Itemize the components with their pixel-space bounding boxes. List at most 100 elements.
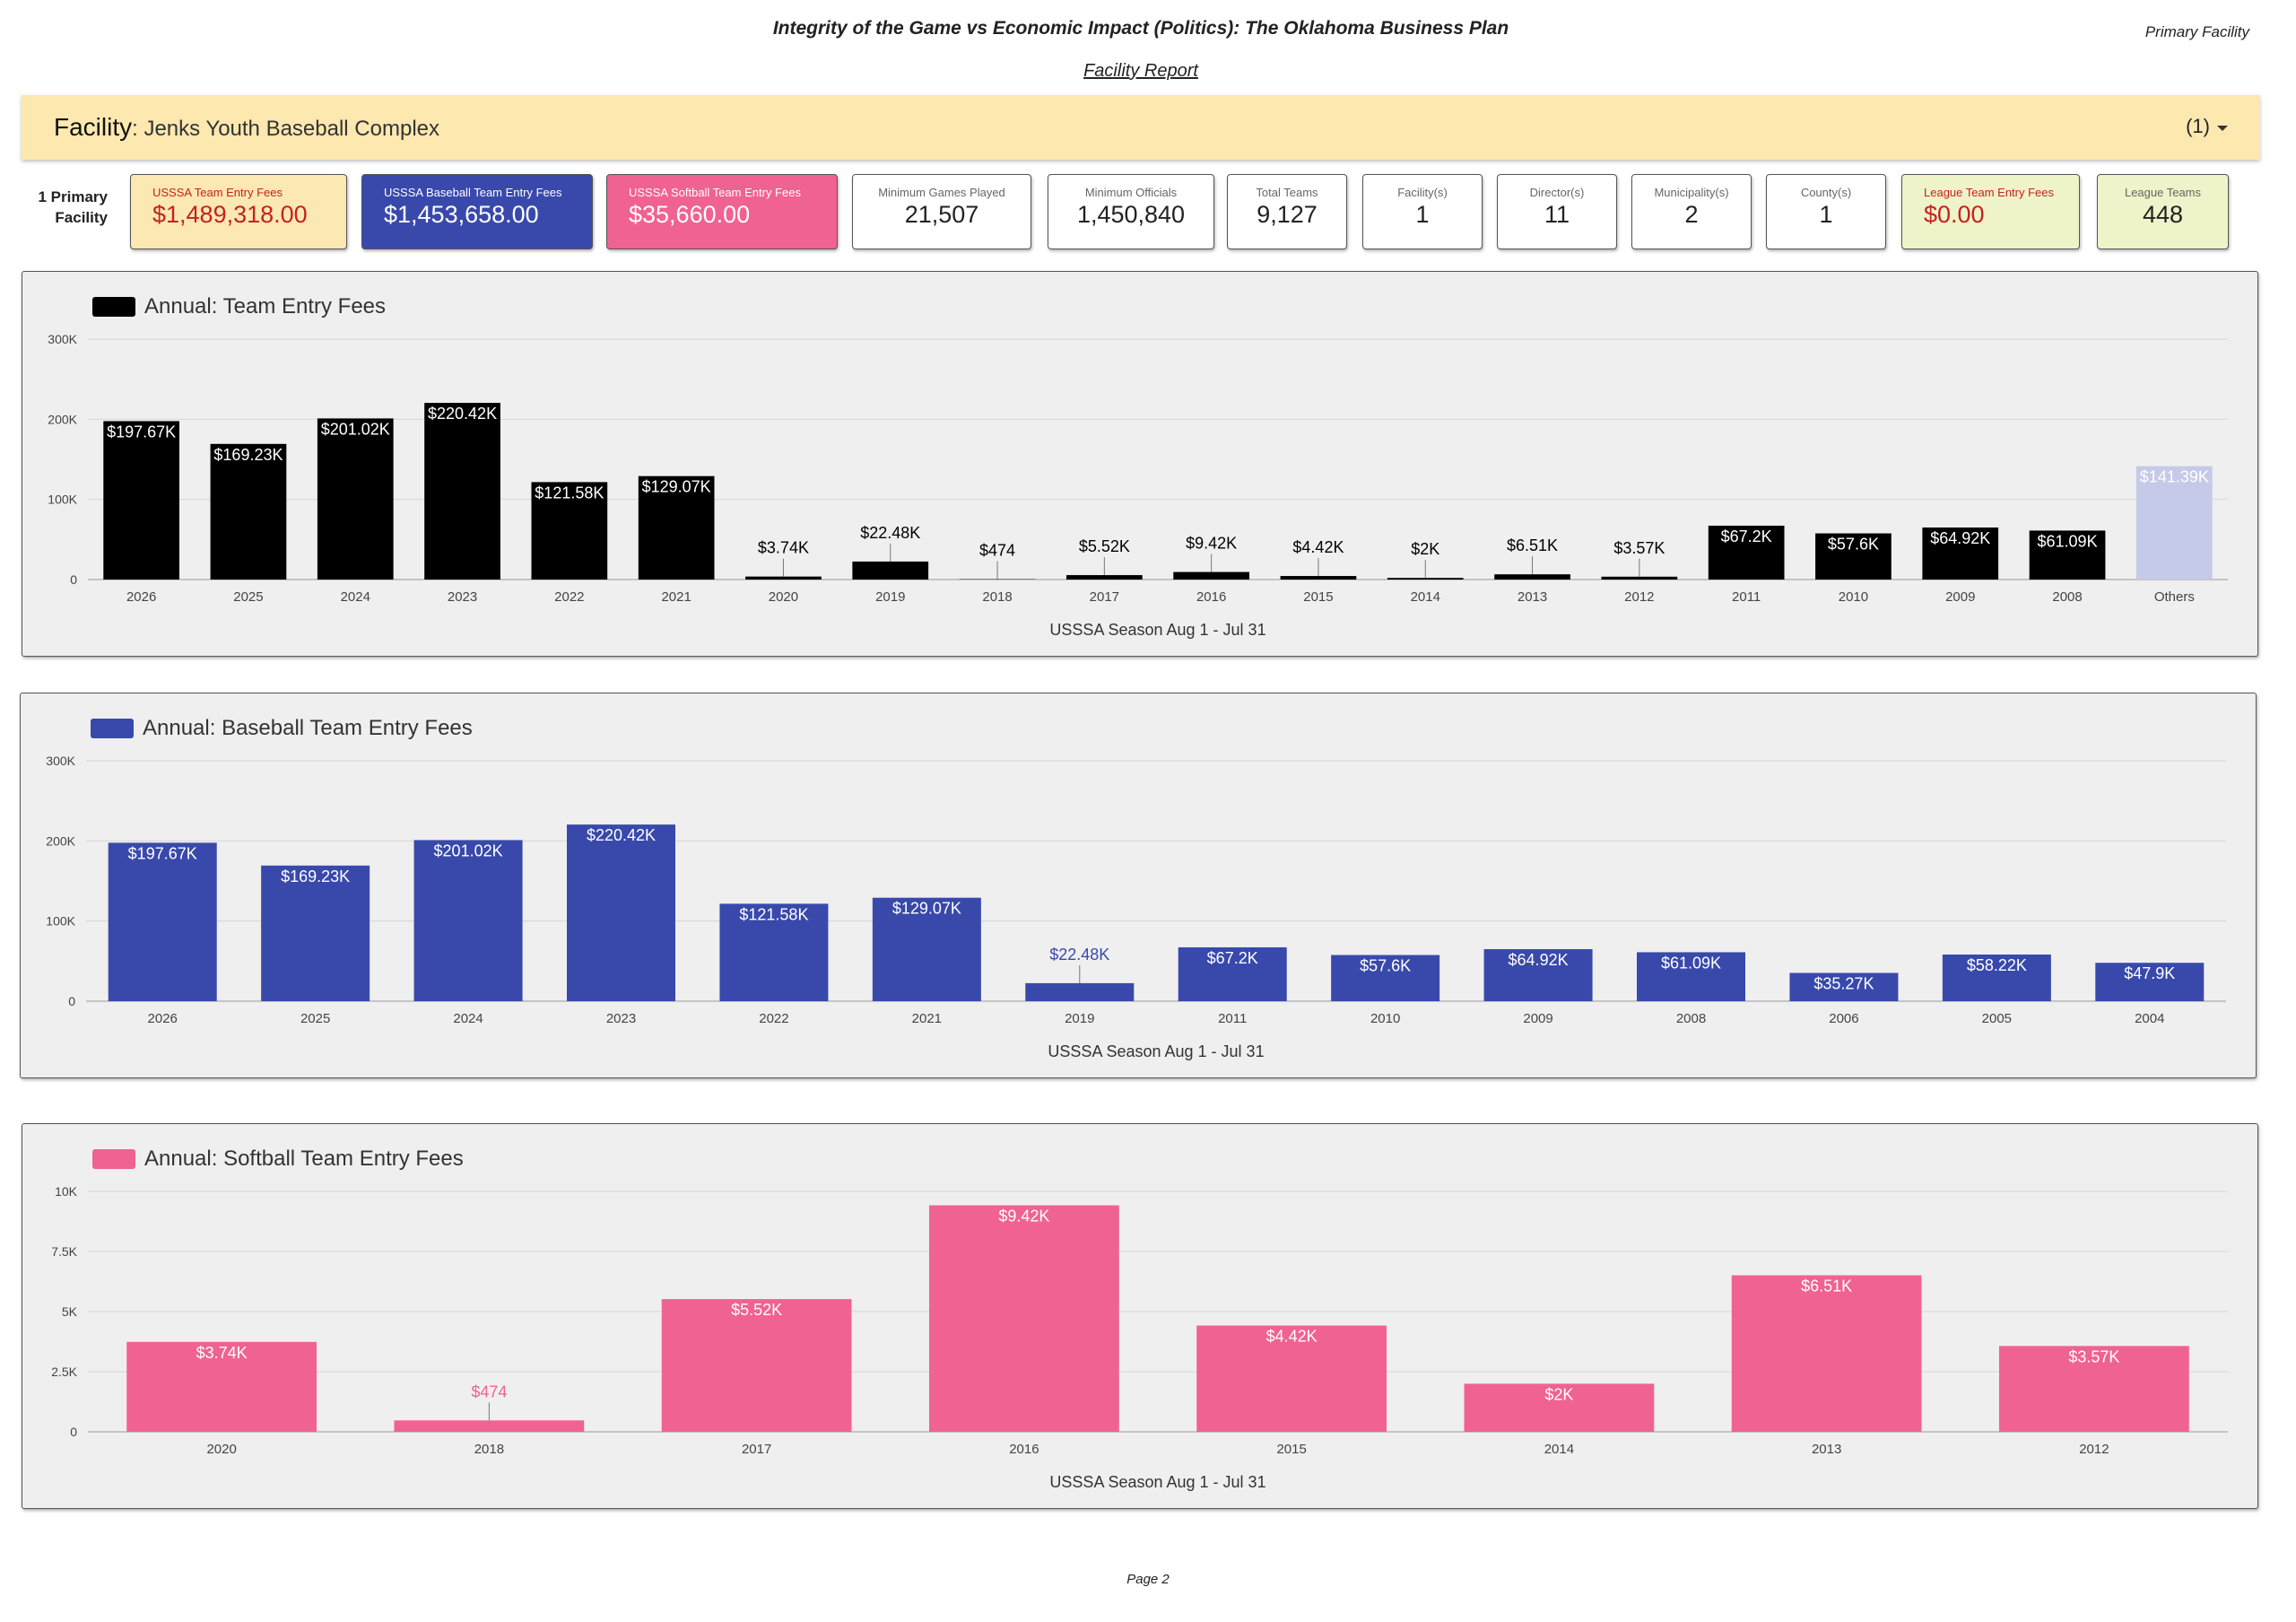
value-label: $57.6K	[1828, 536, 1879, 554]
x-tick-label: 2024	[341, 589, 370, 605]
value-label: $64.92K	[1930, 529, 1990, 547]
bar	[103, 421, 180, 580]
bar	[1942, 954, 2051, 1001]
value-label: $2K	[1544, 1385, 1573, 1403]
x-tick-label: 2021	[912, 1011, 942, 1026]
x-tick-label: 2004	[2135, 1011, 2164, 1026]
y-tick-label: 2.5K	[51, 1365, 77, 1379]
kpi-card: USSSA Baseball Team Entry Fees $1,453,658…	[361, 174, 593, 249]
kpi-card: Facility(s) 1	[1362, 174, 1483, 249]
bar	[1483, 949, 1593, 1001]
bar	[1196, 1325, 1387, 1432]
bar	[1636, 952, 1746, 1001]
bar	[210, 443, 287, 580]
bar	[1173, 571, 1250, 580]
bar	[413, 840, 523, 1001]
value-label: $121.58K	[535, 484, 604, 501]
chart: 0 100K 200K 300K Annual: Baseball Team Entry…	[46, 716, 2226, 1060]
bar	[661, 1299, 852, 1432]
x-tick-label: 2020	[769, 589, 798, 605]
bar	[1025, 982, 1135, 1001]
value-label: $474	[979, 542, 1015, 560]
value-label: $2K	[1411, 540, 1439, 558]
x-tick-label: 2013	[1518, 589, 1547, 605]
value-label: $197.67K	[107, 423, 176, 440]
x-tick-label: 2012	[1624, 589, 1654, 605]
x-tick-label: 2015	[1276, 1442, 1306, 1457]
value-label: $6.51K	[1801, 1278, 1852, 1295]
kpi-card: League Teams 448	[2097, 174, 2229, 249]
value-label: $67.2K	[1721, 528, 1772, 545]
x-axis-label: USSSA Season Aug 1 - Jul 31	[1049, 1473, 1265, 1491]
kpi-label: Minimum Officials	[1084, 186, 1178, 199]
kpi-label: USSSA Team Entry Fees	[152, 186, 283, 199]
x-tick-label: 2006	[1829, 1011, 1858, 1026]
x-tick-label: 2026	[148, 1011, 178, 1026]
value-label: $169.23K	[281, 868, 350, 885]
report-subtitle: Facility Report	[1083, 61, 1198, 81]
bar	[424, 403, 500, 580]
value-label: $3.57K	[2068, 1347, 2119, 1365]
kpi-card: Minimum Games Played 21,507	[852, 174, 1031, 249]
value-label: $47.9K	[2124, 964, 2175, 982]
bar	[1708, 525, 1785, 580]
x-tick-label: 2016	[1009, 1442, 1039, 1457]
chart-panel: 0 100K 200K 300K Annual: Team Entry Fees 2026…	[22, 271, 2258, 657]
x-axis-label: USSSA Season Aug 1 - Jul 31	[1048, 1042, 1264, 1060]
kpi-label: Municipality(s)	[1654, 186, 1729, 199]
value-label: $5.52K	[731, 1301, 782, 1319]
y-tick-label: 0	[68, 994, 75, 1008]
kpi-value: 9,127	[1257, 201, 1318, 228]
bar	[1280, 576, 1357, 580]
legend-label: Annual: Team Entry Fees	[144, 294, 386, 318]
x-axis-label: USSSA Season Aug 1 - Jul 31	[1049, 621, 1265, 639]
legend-swatch	[92, 297, 135, 317]
y-tick-label: 5K	[62, 1304, 78, 1319]
value-label: $3.74K	[758, 539, 809, 557]
x-tick-label: 2022	[759, 1011, 788, 1026]
y-tick-label: 300K	[46, 754, 75, 768]
kpi-card: Minimum Officials 1,450,840	[1048, 174, 1214, 249]
kpi-value: 21,507	[904, 201, 979, 228]
x-tick-label: 2011	[1218, 1011, 1247, 1026]
x-tick-label: 2023	[448, 589, 477, 605]
bar	[638, 475, 715, 580]
value-label: $141.39K	[2140, 468, 2209, 486]
bar	[1998, 1346, 2189, 1432]
kpi-card: Total Teams 9,127	[1227, 174, 1347, 249]
bar	[531, 482, 608, 580]
y-tick-label: 10K	[55, 1184, 78, 1199]
x-tick-label: 2025	[300, 1011, 330, 1026]
dropdown-caret[interactable]	[2217, 126, 2228, 131]
bar	[719, 903, 829, 1001]
x-tick-label: 2017	[1090, 589, 1119, 605]
x-tick-label: Others	[2154, 589, 2195, 605]
value-label: $58.22K	[1967, 956, 2027, 974]
bar	[872, 897, 981, 1001]
x-tick-label: 2013	[1812, 1442, 1841, 1457]
side-note: 1 Primary Facility	[38, 188, 109, 226]
x-tick-label: 2012	[2079, 1442, 2109, 1457]
bar	[1464, 1383, 1655, 1432]
x-tick-label: 2018	[474, 1442, 504, 1457]
facility-filter[interactable]: Facility: Jenks Youth Baseball Complex (…	[22, 95, 2260, 160]
x-tick-label: 2021	[661, 589, 691, 605]
x-tick-label: 2023	[606, 1011, 636, 1026]
chart-panel: 0 2.5K 5K 7.5K 10K Annual: Softball Team Entr…	[22, 1123, 2258, 1509]
kpi-value: 1,450,840	[1076, 201, 1186, 228]
bar	[1815, 533, 1892, 580]
value-label: $61.09K	[2038, 532, 2098, 550]
value-label: $129.07K	[642, 478, 711, 496]
x-tick-label: 2011	[1732, 589, 1761, 605]
x-tick-label: 2024	[453, 1011, 483, 1026]
report-title: Integrity of the Game vs Economic Impact…	[772, 18, 1509, 39]
x-tick-label: 2020	[206, 1442, 236, 1457]
legend-swatch	[92, 1149, 135, 1169]
x-tick-label: 2025	[233, 589, 263, 605]
bar	[1731, 1275, 1922, 1432]
value-label: $4.42K	[1292, 538, 1344, 556]
bar	[1789, 972, 1899, 1001]
legend-swatch	[91, 719, 134, 738]
x-tick-label: 2009	[1945, 589, 1975, 605]
value-label: $474	[471, 1382, 507, 1400]
